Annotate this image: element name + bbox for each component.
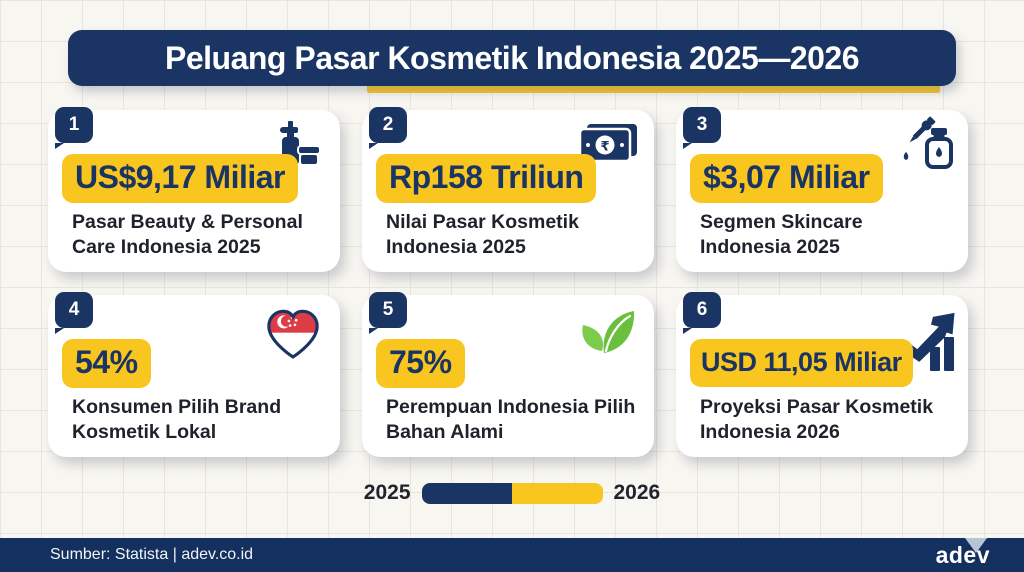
stat-card-5: 5 75% Perempuan Indonesia Pilih Bahan Al… <box>362 292 654 457</box>
stat-value: 75% <box>376 339 465 388</box>
stat-description: Pasar Beauty & Personal Care Indonesia 2… <box>72 211 303 258</box>
lotion-pump-bottle-icon <box>274 118 326 179</box>
stat-description: Perempuan Indonesia Pilih Bahan Alami <box>386 396 636 443</box>
card-number-badge: 5 <box>369 292 407 334</box>
card-number-badge: 6 <box>683 292 721 334</box>
stat-card-6: 6 USD 11,05 Miliar Proyeksi Pasar Kosmet… <box>676 292 968 457</box>
timeline-bar-2026-segment <box>512 482 603 504</box>
timeline-start-label: 2025 <box>363 481 411 504</box>
stat-value: $3,07 Miliar <box>690 154 883 203</box>
timeline-end-label: 2026 <box>613 481 661 504</box>
svg-text:₹: ₹ <box>600 140 609 155</box>
stat-card-2: 2 ₹ Rp158 Triliun Nilai Pasar Kosmetik I… <box>362 107 654 272</box>
stat-description: Nilai Pasar Kosmetik Indonesia 2025 <box>386 211 579 258</box>
stat-card-4: 4 <box>48 292 340 457</box>
leaf-icon <box>576 305 638 364</box>
timeline-bar-2025-segment <box>421 482 512 504</box>
title-underline <box>367 83 940 93</box>
card-number-badge: 1 <box>55 107 93 149</box>
card-number-badge: 3 <box>683 107 721 149</box>
page-title: Peluang Pasar Kosmetik Indonesia 2025—20… <box>165 39 860 76</box>
title-banner: Peluang Pasar Kosmetik Indonesia 2025—20… <box>68 30 956 86</box>
banknote-icon: ₹ <box>577 122 639 171</box>
card-number-badge: 2 <box>369 107 407 149</box>
stat-value: USD 11,05 Miliar <box>690 339 913 387</box>
card-number-badge: 4 <box>55 292 93 334</box>
stat-description: Konsumen Pilih Brand Kosmetik Lokal <box>72 396 282 443</box>
timeline-bar <box>421 482 603 504</box>
source-credit: Sumber: Statista | adev.co.id <box>50 546 254 563</box>
stat-value: US$9,17 Miliar <box>62 154 298 203</box>
stat-cards-grid: 1 US$9,17 Miliar Pasar Beauty & Personal… <box>48 107 968 457</box>
footer-bar: Sumber: Statista | adev.co.id adev <box>0 538 1024 572</box>
stat-description: Proyeksi Pasar Kosmetik Indonesia 2026 <box>700 396 934 443</box>
adev-logo-triangle-icon <box>965 538 987 553</box>
timeline: 2025 2026 <box>0 481 1024 505</box>
serum-dropper-icon <box>898 114 960 199</box>
heart-flag-icon <box>264 307 322 366</box>
stat-card-1: 1 US$9,17 Miliar Pasar Beauty & Personal… <box>48 107 340 272</box>
stat-card-3: 3 $3,07 Miliar Segmen <box>676 107 968 272</box>
adev-logo: adev <box>935 542 990 568</box>
stat-value: 54% <box>62 339 151 388</box>
stat-value: Rp158 Triliun <box>376 154 597 203</box>
stat-description: Segmen Skincare Indonesia 2025 <box>700 211 863 258</box>
